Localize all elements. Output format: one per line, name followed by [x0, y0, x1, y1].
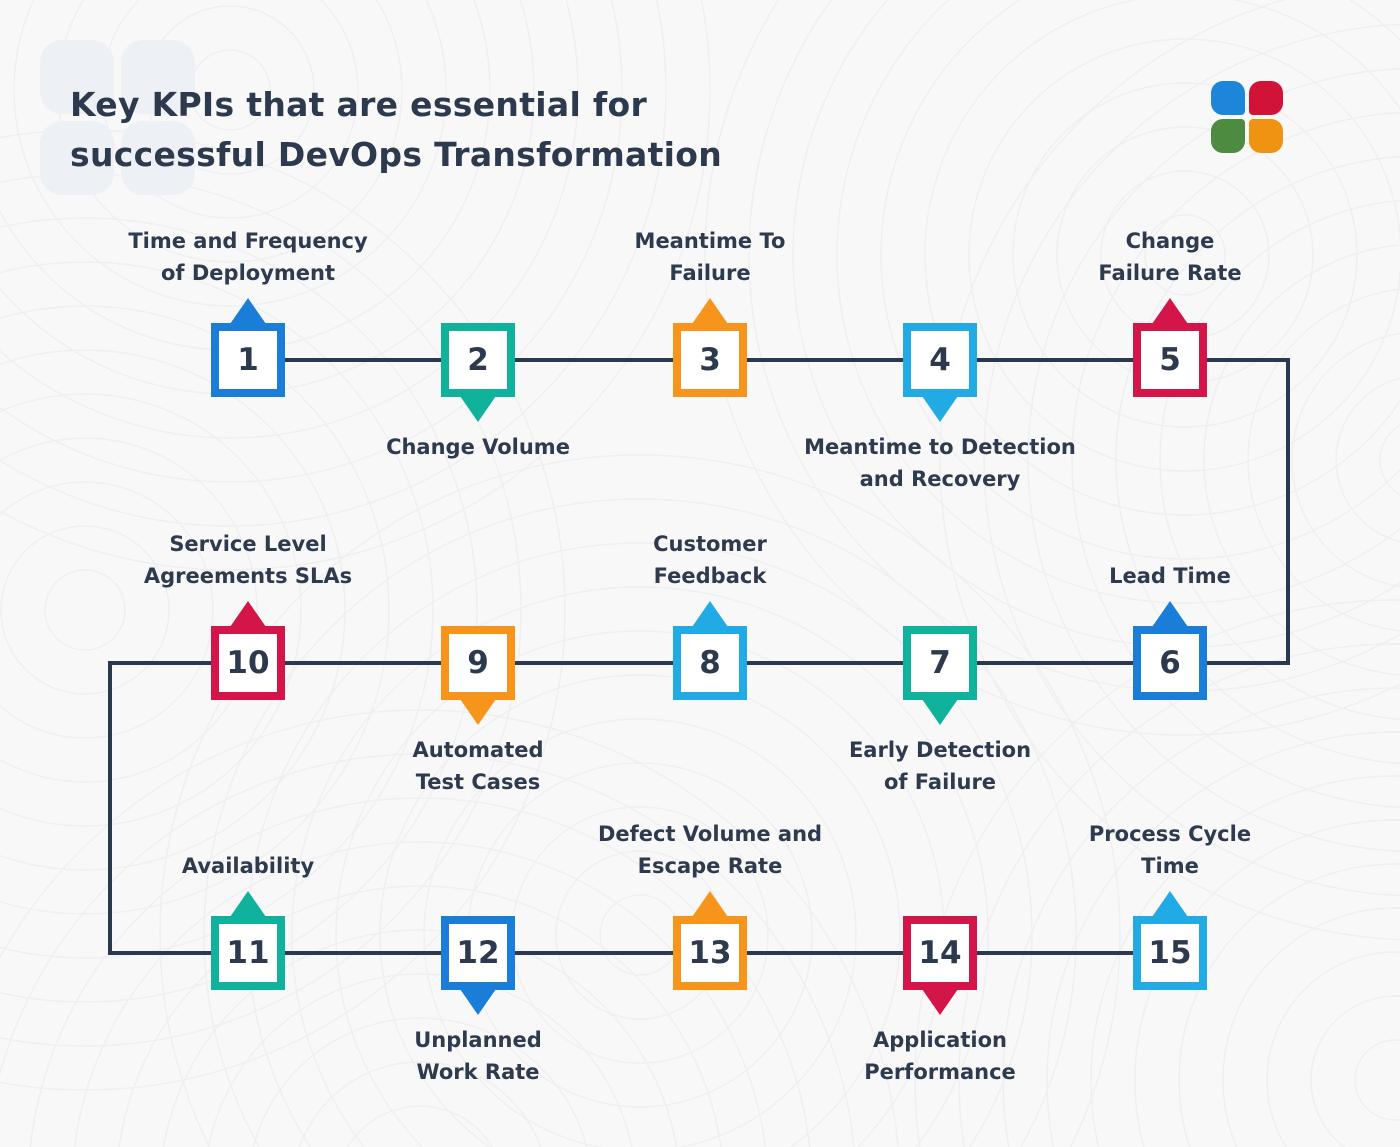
pointer-down-icon	[922, 396, 958, 422]
kpi-box-7: 7	[903, 626, 977, 725]
kpi-number: 7	[929, 644, 951, 681]
pointer-up-icon	[692, 891, 728, 917]
pointer-up-icon	[1152, 891, 1188, 917]
kpi-box-9: 9	[441, 626, 515, 725]
kpi-box-13: 13	[673, 891, 747, 990]
kpi-label-9: Automated Test Cases	[412, 738, 544, 794]
kpi-box-3: 3	[673, 298, 747, 397]
kpi-box-2: 2	[441, 323, 515, 422]
pointer-up-icon	[1152, 601, 1188, 627]
kpi-number: 9	[467, 644, 489, 681]
pointer-up-icon	[692, 601, 728, 627]
kpi-label-11: Availability	[181, 854, 315, 878]
pointer-down-icon	[460, 699, 496, 725]
logo-tile-red	[1249, 81, 1283, 115]
pointer-up-icon	[692, 298, 728, 324]
kpi-number: 12	[456, 934, 500, 971]
logo-tile-orange	[1249, 119, 1283, 153]
pointer-up-icon	[230, 601, 266, 627]
kpi-number: 11	[226, 934, 270, 971]
kpi-label-3: Meantime To Failure	[634, 229, 786, 285]
pointer-up-icon	[230, 298, 266, 324]
kpi-label-12: Unplanned Work Rate	[414, 1028, 542, 1084]
pointer-up-icon	[1152, 298, 1188, 324]
kpi-label-8: Customer Feedback	[653, 532, 767, 588]
page-title: Key KPIs that are essential for successf…	[70, 85, 723, 175]
kpi-number: 6	[1159, 644, 1181, 681]
kpi-number: 15	[1148, 934, 1192, 971]
kpi-number: 2	[467, 341, 489, 378]
kpi-box-1: 1	[211, 298, 285, 397]
kpi-box-8: 8	[673, 601, 747, 700]
brand-logo-icon	[1211, 81, 1283, 153]
kpi-label-7: Early Detection of Failure	[848, 738, 1032, 794]
kpi-number: 5	[1159, 341, 1181, 378]
kpi-number: 3	[699, 341, 721, 378]
kpi-number: 13	[688, 934, 732, 971]
kpi-number: 14	[918, 934, 962, 971]
kpi-number: 1	[237, 341, 259, 378]
kpi-label-10: Service Level Agreements SLAs	[143, 532, 353, 588]
clover-tile	[40, 40, 114, 114]
pointer-up-icon	[230, 891, 266, 917]
kpi-box-6: 6	[1133, 601, 1207, 700]
kpi-label-14: Application Performance	[864, 1028, 1016, 1084]
kpi-label-13: Defect Volume and Escape Rate	[597, 822, 823, 878]
title-backdrop-clover	[40, 40, 195, 195]
clover-tile	[121, 40, 195, 114]
kpi-number: 8	[699, 644, 721, 681]
kpi-label-5: Change Failure Rate	[1098, 229, 1242, 285]
kpi-label-4: Meantime to Detection and Recovery	[804, 435, 1076, 491]
kpi-box-15: 15	[1133, 891, 1207, 990]
kpi-box-10: 10	[211, 601, 285, 700]
clover-tile	[40, 121, 114, 195]
kpi-number: 4	[929, 341, 951, 378]
pointer-down-icon	[460, 396, 496, 422]
kpi-box-12: 12	[441, 916, 515, 1015]
kpi-box-14: 14	[903, 916, 977, 1015]
logo-tile-green	[1211, 119, 1245, 153]
kpi-label-6: Lead Time	[1109, 564, 1231, 588]
pointer-down-icon	[922, 989, 958, 1015]
kpi-label-1: Time and Frequency of Deployment	[128, 229, 368, 285]
kpi-number: 10	[226, 644, 270, 681]
kpi-box-11: 11	[211, 891, 285, 990]
pointer-down-icon	[460, 989, 496, 1015]
kpi-box-4: 4	[903, 323, 977, 422]
kpi-label-2: Change Volume	[386, 435, 570, 459]
logo-tile-blue	[1211, 81, 1245, 115]
pointer-down-icon	[922, 699, 958, 725]
clover-tile	[121, 121, 195, 195]
kpi-label-15: Process Cycle Time	[1088, 822, 1252, 878]
kpi-box-5: 5	[1133, 298, 1207, 397]
